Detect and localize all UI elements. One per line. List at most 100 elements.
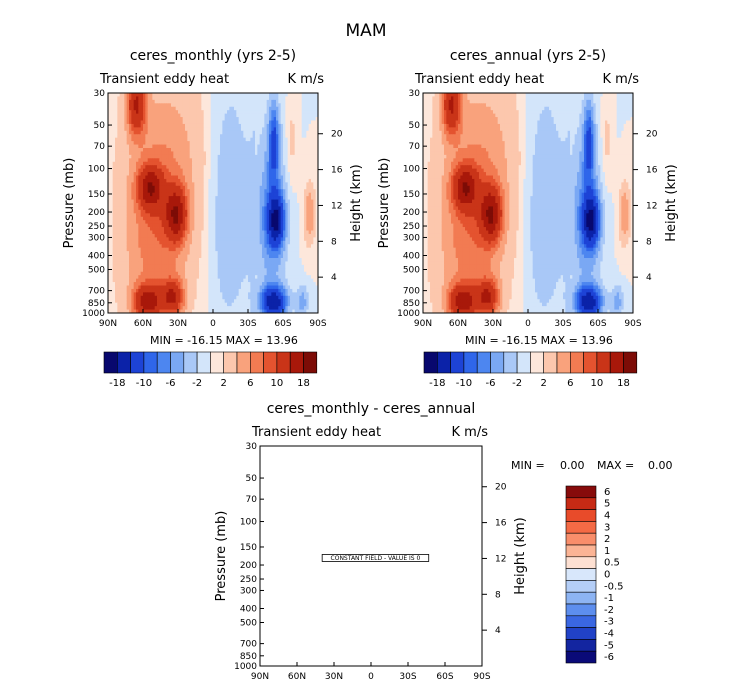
field-cell <box>122 233 125 238</box>
field-cell <box>259 196 263 200</box>
field-cell <box>220 148 223 152</box>
field-cell <box>311 189 314 194</box>
field-cell <box>119 120 123 125</box>
field-cell <box>203 99 207 104</box>
field-cell <box>131 161 135 166</box>
field-cell <box>299 192 303 197</box>
field-cell <box>306 216 310 221</box>
field-cell <box>117 141 121 145</box>
field-cell <box>189 148 193 152</box>
field-cell <box>294 120 298 125</box>
field-cell <box>224 99 228 104</box>
field-cell <box>255 137 258 142</box>
field-cell <box>278 244 282 249</box>
field-cell <box>161 240 165 245</box>
field-cell <box>140 216 144 221</box>
field-cell <box>248 117 251 121</box>
field-cell <box>271 237 275 242</box>
field-cell <box>168 261 172 266</box>
field-cell <box>266 172 270 176</box>
field-cell <box>168 264 172 269</box>
field-cell <box>143 258 146 262</box>
field-cell <box>175 254 179 259</box>
field-cell <box>313 141 317 145</box>
field-cell <box>143 151 146 156</box>
field-cell <box>112 203 116 207</box>
field-cell <box>168 178 172 183</box>
field-cell <box>257 199 261 204</box>
field-cell <box>161 271 165 276</box>
field-cell <box>304 106 307 111</box>
field-cell <box>306 192 310 197</box>
field-cell <box>145 247 149 252</box>
field-cell <box>143 271 146 276</box>
field-cell <box>297 93 300 97</box>
field-cell <box>154 237 158 242</box>
field-cell <box>311 230 314 235</box>
field-cell <box>304 151 307 156</box>
field-cell <box>264 144 268 149</box>
field-cell <box>206 130 209 135</box>
field-cell <box>110 93 114 97</box>
field-cell <box>285 93 289 97</box>
field-cell <box>152 130 156 135</box>
field-cell <box>154 282 158 286</box>
field-cell <box>189 168 193 173</box>
field-cell <box>143 247 146 252</box>
field-cell <box>131 185 135 190</box>
field-cell <box>217 203 221 207</box>
field-cell <box>199 282 202 286</box>
field-cell <box>213 120 216 125</box>
field-cell <box>227 110 230 115</box>
field-cell <box>264 123 268 128</box>
field-cell <box>236 182 240 187</box>
field-cell <box>189 220 193 225</box>
field-cell <box>294 103 298 108</box>
field-cell <box>297 158 300 163</box>
field-cell <box>161 247 165 252</box>
field-cell <box>133 244 137 249</box>
field-cell <box>276 275 279 280</box>
field-cell <box>189 141 193 145</box>
field-cell <box>273 120 277 125</box>
field-cell <box>234 233 237 238</box>
field-cell <box>306 161 310 166</box>
field-cell <box>185 151 188 156</box>
field-cell <box>140 141 144 145</box>
field-cell <box>189 261 193 266</box>
field-cell <box>297 148 300 152</box>
field-cell <box>187 106 191 111</box>
field-cell <box>147 175 151 180</box>
field-cell <box>220 264 223 269</box>
field-cell <box>269 254 272 259</box>
field-cell <box>245 103 249 108</box>
field-cell <box>236 158 240 163</box>
field-cell <box>140 282 144 286</box>
field-cell <box>243 182 247 187</box>
field-cell <box>315 154 319 159</box>
field-cell <box>194 275 198 280</box>
field-cell <box>213 110 216 115</box>
field-cell <box>129 178 132 183</box>
field-cell <box>308 154 312 159</box>
field-cell <box>259 216 263 221</box>
field-cell <box>133 110 137 115</box>
field-cell <box>180 110 184 115</box>
field-cell <box>231 230 235 235</box>
field-cell <box>206 199 209 204</box>
field-cell <box>185 96 188 101</box>
field-cell <box>217 151 221 156</box>
field-cell <box>234 185 237 190</box>
field-cell <box>122 247 125 252</box>
field-cell <box>171 244 174 249</box>
field-cell <box>108 268 111 273</box>
field-cell <box>189 213 193 218</box>
field-cell <box>273 141 277 145</box>
field-cell <box>175 134 179 139</box>
field-cell <box>252 158 256 163</box>
field-cell <box>313 233 317 238</box>
field-cell <box>150 148 153 152</box>
field-cell <box>297 203 300 207</box>
field-cell <box>313 206 317 211</box>
field-cell <box>266 96 270 101</box>
